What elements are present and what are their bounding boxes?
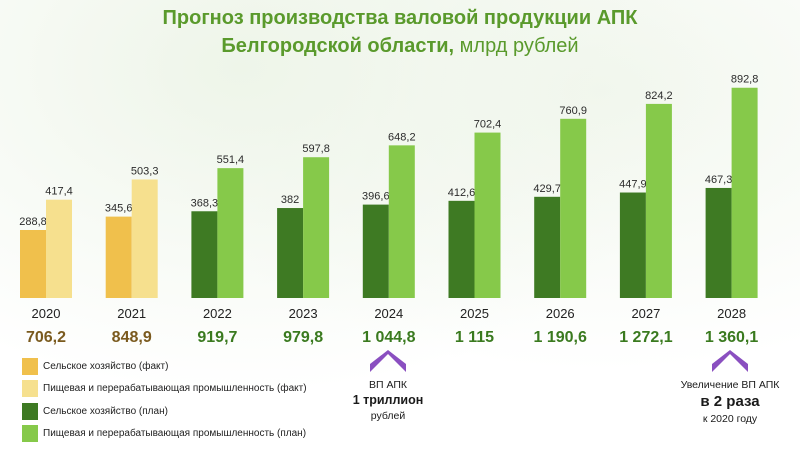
bar-2028-series-2 [705,187,732,298]
chart-title: Прогноз производства валовой продукции А… [0,4,800,60]
bar-2021-series-1 [131,179,158,298]
data-label-2028-series-3: 892,8 [731,74,759,86]
data-label-2024-series-3: 648,2 [388,131,416,143]
bar-2022-series-2 [191,211,218,298]
total-label-2025: 1 115 [455,329,494,346]
legend-label-agri-fact: Сельское хозяйство (факт) [43,360,169,372]
legend-label-food-plan: Пищевая и перерабатывающая промышленност… [43,428,307,440]
category-label-2028: 2028 [717,306,746,321]
legend-item-food-fact: Пищевая и перерабатывающая промышленност… [22,378,352,401]
total-label-2021: 848,9 [112,329,152,346]
data-label-2024-series-2: 396,6 [362,191,390,203]
category-label-2025: 2025 [460,306,489,321]
up-chevron-icon [712,350,748,372]
category-label-2020: 2020 [32,306,61,321]
bar-2023-series-3 [303,157,330,298]
data-label-2025-series-3: 702,4 [474,119,502,131]
annotation-2028-line-3: к 2020 году [702,413,758,425]
annotation-2028: Увеличение ВП АПК в 2 раза к 2020 году [660,350,800,426]
annotation-2024-line-1: ВП АПК [368,379,408,391]
category-label-2027: 2027 [631,306,660,321]
bar-2020-series-0 [20,229,46,298]
bar-2026-series-2 [534,196,561,298]
title-line-2-bold: Белгородской области, [221,35,455,57]
total-label-2027: 1 272,1 [619,329,672,346]
bar-2021-series-0 [105,216,132,298]
legend-swatch-agri-plan [22,402,38,420]
bar-2020-series-1 [46,199,72,298]
data-label-2026-series-3: 760,9 [559,105,587,117]
total-label-2020: 706,2 [26,329,66,346]
bar-2024-series-2 [362,204,389,298]
legend-item-food-plan: Пищевая и перерабатывающая промышленност… [22,423,352,446]
data-label-2020-series-0: 288,8 [19,216,47,228]
title-line-2-rest: млрд рублей [454,35,579,57]
legend-item-agri-fact: Сельское хозяйство (факт) [22,355,352,378]
total-label-2023: 979,8 [283,329,323,346]
data-label-2023-series-2: 382 [281,194,299,206]
data-label-2021-series-1: 503,3 [131,165,159,177]
category-label-2024: 2024 [374,306,403,321]
bar-2023-series-2 [277,208,304,298]
title-line-1: Прогноз производства валовой продукции А… [162,7,638,29]
data-label-2022-series-3: 551,4 [217,154,245,166]
bar-2022-series-3 [217,168,244,298]
data-label-2020-series-1: 417,4 [45,186,73,198]
bar-2025-series-3 [474,132,501,298]
annotation-2024-line-3: рублей [370,410,406,422]
total-label-2024: 1 044,8 [362,329,415,346]
up-chevron-icon [370,350,406,372]
legend-item-agri-plan: Сельское хозяйство (план) [22,400,352,423]
legend-swatch-food-plan [22,425,38,443]
legend: Сельское хозяйство (факт) Пищевая и пере… [22,355,352,445]
legend-swatch-food-fact [22,380,38,398]
annotation-2028-line-1: Увеличение ВП АПК [680,379,780,391]
data-label-2022-series-2: 368,3 [191,197,219,209]
category-label-2022: 2022 [203,306,232,321]
bar-2027-series-3 [645,103,672,298]
data-label-2027-series-3: 824,2 [645,90,673,102]
bar-2025-series-2 [448,200,475,298]
total-label-2022: 919,7 [197,329,237,346]
bar-2027-series-2 [619,192,646,298]
annotation-2024-line-2: 1 триллион [352,393,424,407]
total-label-2026: 1 190,6 [534,329,587,346]
bar-2024-series-3 [388,145,415,298]
legend-swatch-agri-fact [22,357,38,375]
category-label-2026: 2026 [546,306,575,321]
category-label-2023: 2023 [289,306,318,321]
legend-label-agri-plan: Сельское хозяйство (план) [43,405,168,417]
bar-2028-series-3 [731,87,758,298]
data-label-2025-series-2: 412,6 [448,187,476,199]
category-label-2021: 2021 [117,306,146,321]
data-label-2023-series-3: 597,8 [302,143,330,155]
bar-2026-series-3 [560,118,587,299]
legend-label-food-fact: Пищевая и перерабатывающая промышленност… [43,383,307,395]
total-label-2028: 1 360,1 [705,329,758,346]
annotation-2028-line-2: в 2 раза [700,393,760,410]
data-label-2021-series-0: 345,6 [105,203,133,215]
data-label-2026-series-2: 429,7 [533,183,561,195]
annotation-2024: ВП АПК 1 триллион рублей [335,350,441,423]
data-label-2027-series-2: 447,9 [619,179,647,191]
data-label-2028-series-2: 467,3 [705,174,733,186]
